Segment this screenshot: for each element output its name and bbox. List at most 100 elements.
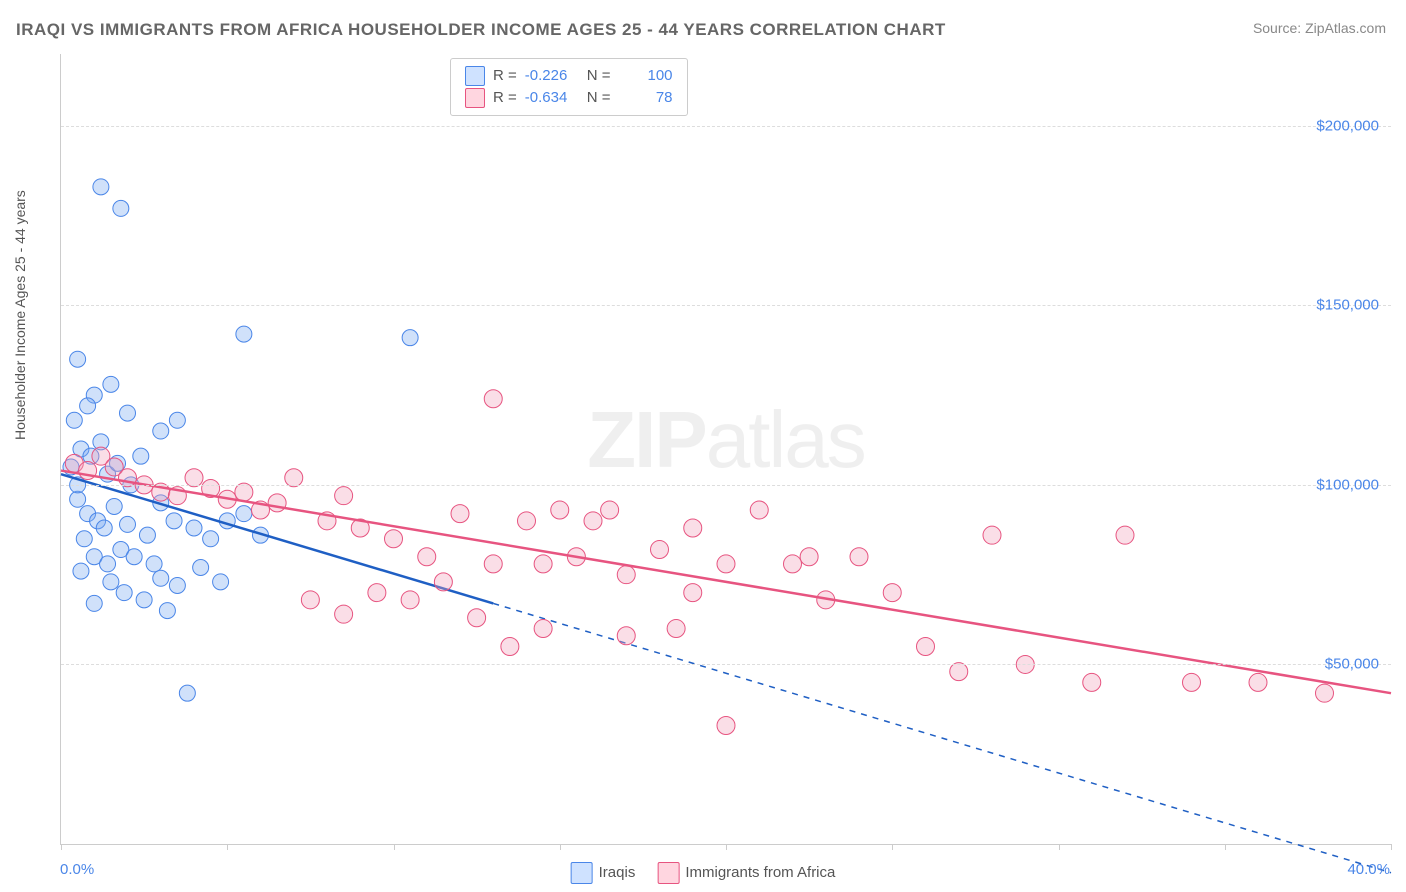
x-tick xyxy=(560,844,561,850)
scatter-point xyxy=(717,555,735,573)
source-value: ZipAtlas.com xyxy=(1305,20,1386,36)
scatter-point xyxy=(139,527,155,543)
scatter-point xyxy=(136,592,152,608)
chart-title: IRAQI VS IMMIGRANTS FROM AFRICA HOUSEHOL… xyxy=(16,20,946,40)
scatter-point xyxy=(850,548,868,566)
legend-row: R =-0.634N =78 xyxy=(465,87,673,109)
scatter-point xyxy=(368,584,386,602)
scatter-point xyxy=(93,179,109,195)
scatter-point xyxy=(166,513,182,529)
scatter-point xyxy=(684,519,702,537)
scatter-point xyxy=(103,574,119,590)
scatter-point xyxy=(73,563,89,579)
scatter-point xyxy=(203,531,219,547)
legend-n-label: N = xyxy=(587,65,611,87)
scatter-point xyxy=(86,595,102,611)
regression-line xyxy=(61,471,1391,694)
scatter-point xyxy=(917,638,935,656)
scatter-point xyxy=(169,412,185,428)
scatter-point xyxy=(468,609,486,627)
scatter-point xyxy=(169,577,185,593)
correlation-legend: R =-0.226N =100R =-0.634N =78 xyxy=(450,58,688,116)
scatter-point xyxy=(717,717,735,735)
series-legend-label: Immigrants from Africa xyxy=(685,864,835,881)
scatter-point xyxy=(335,605,353,623)
scatter-point xyxy=(518,512,536,530)
scatter-point xyxy=(1316,684,1334,702)
scatter-point xyxy=(70,351,86,367)
legend-n-value: 100 xyxy=(619,65,673,87)
scatter-point xyxy=(153,423,169,439)
scatter-point xyxy=(153,570,169,586)
scatter-point xyxy=(501,638,519,656)
legend-swatch xyxy=(465,66,485,86)
gridline-h xyxy=(61,664,1391,665)
gridline-h xyxy=(61,126,1391,127)
scatter-point xyxy=(76,531,92,547)
legend-row: R =-0.226N =100 xyxy=(465,65,673,87)
legend-swatch xyxy=(571,862,593,884)
plot-svg xyxy=(61,54,1391,844)
scatter-point xyxy=(551,501,569,519)
legend-n-label: N = xyxy=(587,87,611,109)
y-axis-label: Householder Income Ages 25 - 44 years xyxy=(12,190,28,440)
legend-swatch xyxy=(465,88,485,108)
scatter-point xyxy=(66,412,82,428)
scatter-point xyxy=(617,566,635,584)
scatter-point xyxy=(126,549,142,565)
gridline-h xyxy=(61,305,1391,306)
y-tick-label: $100,000 xyxy=(1316,476,1379,493)
scatter-point xyxy=(434,573,452,591)
scatter-point xyxy=(120,516,136,532)
scatter-point xyxy=(617,627,635,645)
x-axis-max-label: 40.0% xyxy=(1347,861,1390,878)
scatter-point xyxy=(1183,673,1201,691)
scatter-point xyxy=(179,685,195,701)
scatter-point xyxy=(451,505,469,523)
scatter-point xyxy=(113,200,129,216)
scatter-point xyxy=(484,555,502,573)
scatter-point xyxy=(484,390,502,408)
scatter-point xyxy=(1249,673,1267,691)
scatter-point xyxy=(146,556,162,572)
scatter-point xyxy=(402,330,418,346)
x-tick xyxy=(1059,844,1060,850)
legend-r-label: R = xyxy=(493,87,517,109)
x-tick xyxy=(61,844,62,850)
scatter-point xyxy=(80,398,96,414)
scatter-point xyxy=(335,487,353,505)
x-tick xyxy=(892,844,893,850)
scatter-point xyxy=(159,603,175,619)
scatter-point xyxy=(1116,526,1134,544)
scatter-point xyxy=(120,405,136,421)
scatter-point xyxy=(750,501,768,519)
scatter-point xyxy=(268,494,286,512)
series-legend-label: Iraqis xyxy=(599,864,636,881)
scatter-point xyxy=(883,584,901,602)
source-label: Source: xyxy=(1253,20,1305,36)
legend-r-value: -0.634 xyxy=(525,87,579,109)
x-tick xyxy=(394,844,395,850)
scatter-point xyxy=(106,498,122,514)
scatter-point xyxy=(236,326,252,342)
scatter-point xyxy=(96,520,112,536)
scatter-point xyxy=(70,491,86,507)
legend-r-label: R = xyxy=(493,65,517,87)
scatter-point xyxy=(213,574,229,590)
scatter-point xyxy=(385,530,403,548)
series-legend: Iraqis Immigrants from Africa xyxy=(571,862,836,884)
legend-swatch xyxy=(657,862,679,884)
scatter-point xyxy=(534,555,552,573)
y-tick-label: $150,000 xyxy=(1316,297,1379,314)
scatter-point xyxy=(651,541,669,559)
series-legend-item: Immigrants from Africa xyxy=(657,862,835,884)
scatter-point xyxy=(116,585,132,601)
y-tick-label: $200,000 xyxy=(1316,117,1379,134)
plot-area: ZIPatlas $50,000$100,000$150,000$200,000 xyxy=(60,54,1391,845)
scatter-point xyxy=(684,584,702,602)
scatter-point xyxy=(418,548,436,566)
source-attribution: Source: ZipAtlas.com xyxy=(1253,20,1386,36)
scatter-point xyxy=(301,591,319,609)
scatter-point xyxy=(534,620,552,638)
x-tick xyxy=(1391,844,1392,850)
